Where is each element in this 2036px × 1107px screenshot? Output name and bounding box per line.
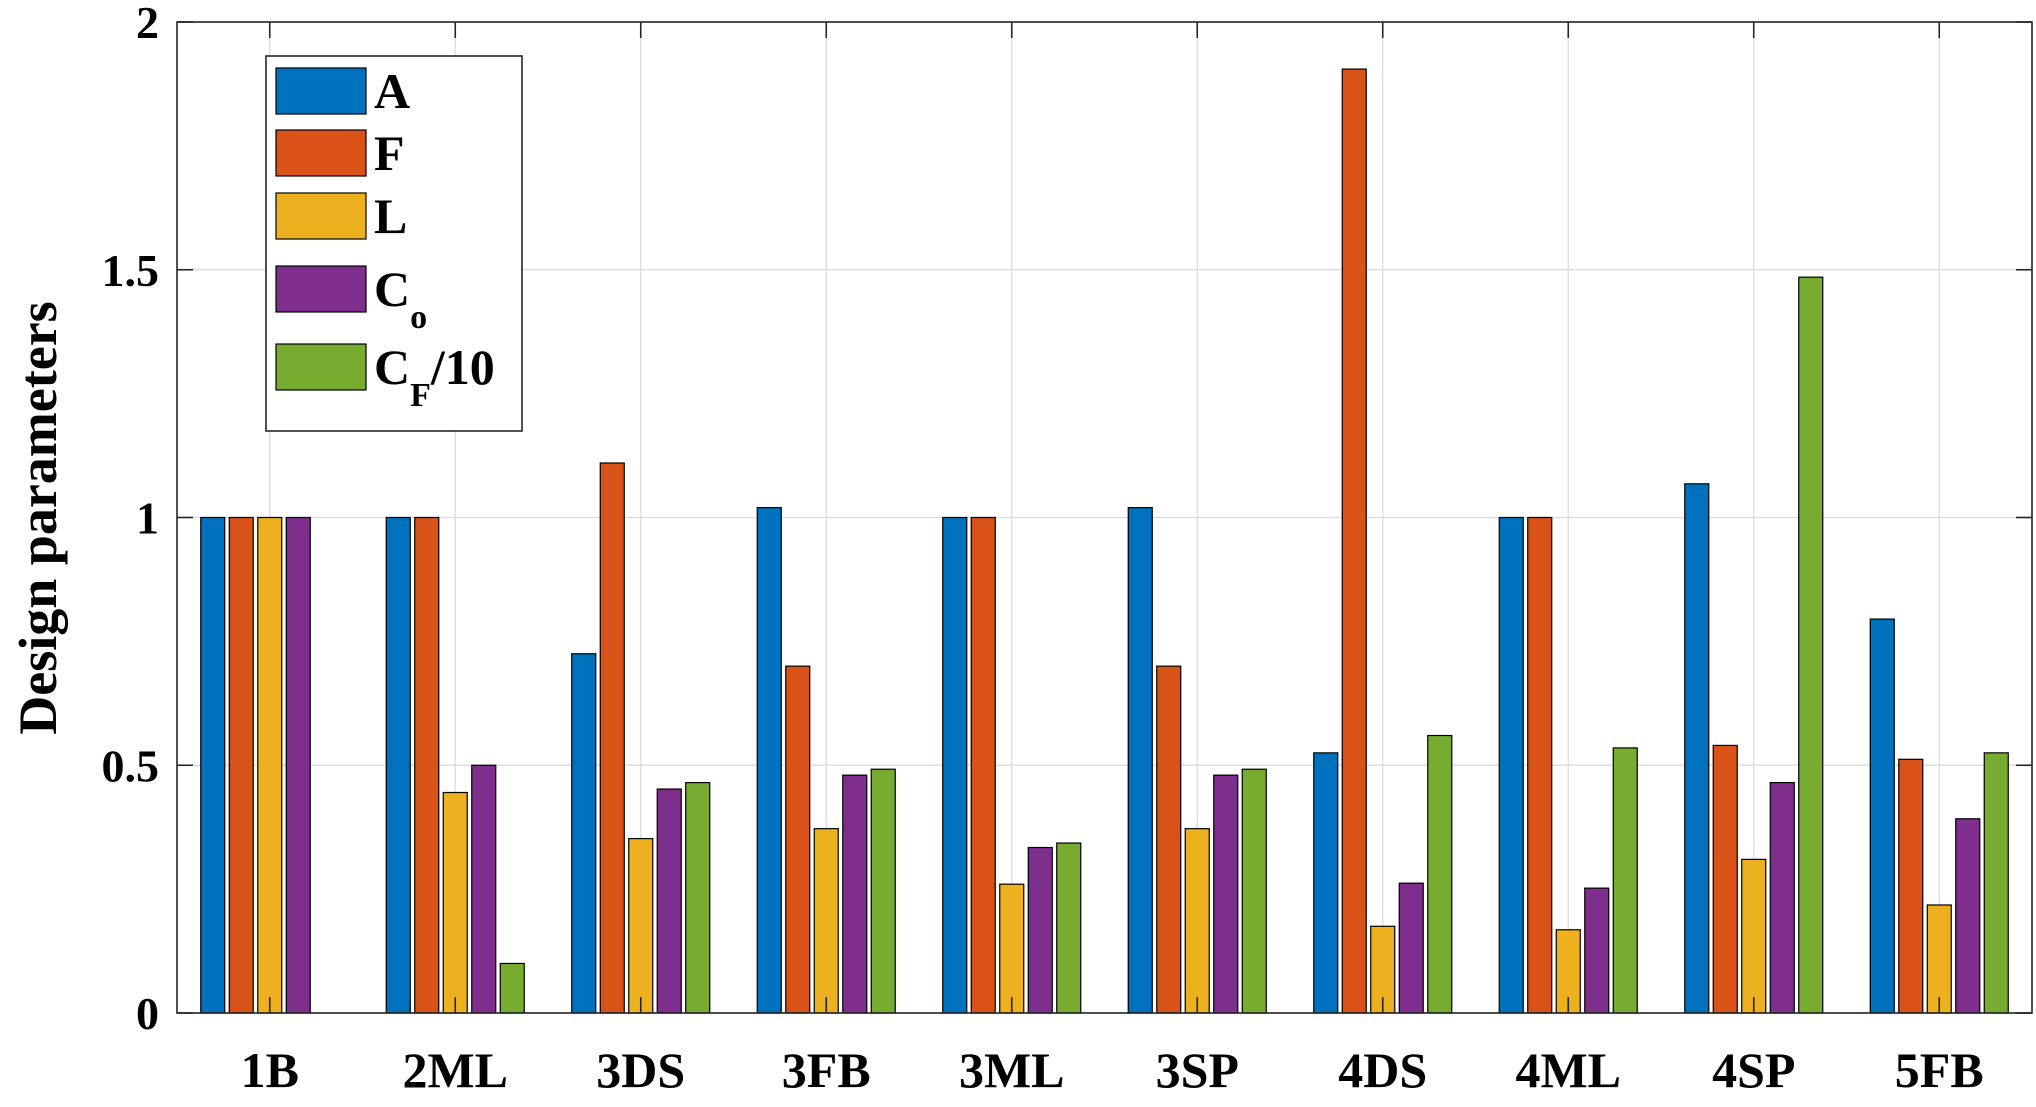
y-axis-ticks: 0 0.5 1 1.5 2 (102, 0, 2032, 1039)
y-tick-label: 1 (136, 493, 159, 544)
legend-swatch-cf-10 (275, 343, 367, 391)
bar-co-3sp (1213, 774, 1239, 1014)
bar-co-3fb (842, 774, 868, 1014)
legend-label-f: F (374, 125, 405, 181)
bar-f-4sp (1712, 744, 1738, 1014)
bar-l-3ml (999, 883, 1025, 1014)
bar-l-3fb (813, 828, 839, 1014)
bar-a-4ml (1498, 516, 1524, 1014)
bar-cf-10-4ds (1427, 734, 1453, 1014)
bar-cf-10-4ml (1612, 747, 1638, 1014)
bars (200, 68, 2009, 1014)
legend-label-l: L (374, 188, 407, 244)
y-tick-label: 1.5 (102, 245, 160, 296)
bar-a-4ds (1313, 752, 1339, 1014)
bar-f-4ml (1527, 516, 1553, 1014)
x-tick-label-4sp: 4SP (1712, 1042, 1795, 1098)
legend-swatch-f (275, 129, 367, 177)
x-tick-label-5fb: 5FB (1895, 1042, 1984, 1098)
bar-f-2ml (414, 516, 440, 1014)
bar-f-3fb (785, 665, 811, 1014)
bar-a-2ml (385, 516, 411, 1014)
x-tick-label-4ds: 4DS (1338, 1042, 1427, 1098)
bar-l-2ml (442, 791, 468, 1014)
bar-l-5fb (1926, 904, 1952, 1014)
x-tick-label-2ml: 2ML (402, 1042, 508, 1098)
bar-co-5fb (1955, 818, 1981, 1014)
bar-cf-10-3ml (1056, 842, 1082, 1014)
x-tick-label-3sp: 3SP (1156, 1042, 1239, 1098)
x-tick-label-1b: 1B (241, 1042, 299, 1098)
bar-cf-10-4sp (1798, 276, 1824, 1014)
bar-cf-10-5fb (1983, 752, 2009, 1014)
x-tick-label-3fb: 3FB (782, 1042, 871, 1098)
bar-a-3sp (1127, 506, 1153, 1014)
x-tick-label-3ds: 3DS (596, 1042, 685, 1098)
bar-a-3fb (756, 506, 782, 1014)
bar-co-2ml (471, 764, 497, 1014)
bar-l-4sp (1741, 858, 1767, 1014)
bar-cf-10-2ml (499, 962, 525, 1014)
bar-l-3sp (1184, 828, 1210, 1014)
bar-co-4sp (1769, 781, 1795, 1014)
bar-f-4ds (1341, 68, 1367, 1014)
bar-co-3ds (656, 788, 682, 1014)
bar-a-1b (200, 516, 226, 1014)
legend-label-co: Co (374, 261, 427, 336)
y-tick-label: 0.5 (102, 740, 160, 791)
bar-l-3ds (628, 837, 654, 1014)
legend-swatch-l (275, 192, 367, 240)
bar-a-3ds (571, 653, 597, 1014)
bar-a-4sp (1684, 483, 1710, 1014)
x-tick-label-4ml: 4ML (1515, 1042, 1621, 1098)
legend-label-a: A (374, 63, 410, 119)
bar-cf-10-3fb (870, 768, 896, 1014)
bar-co-3ml (1027, 846, 1053, 1014)
bar-f-5fb (1898, 758, 1924, 1014)
bar-cf-10-3sp (1241, 768, 1267, 1014)
bar-co-1b (285, 516, 311, 1014)
bar-co-4ds (1398, 882, 1424, 1014)
bar-f-3ds (599, 462, 625, 1014)
bar-a-3ml (942, 516, 968, 1014)
bar-co-4ml (1584, 887, 1610, 1014)
legend-swatch-a (275, 67, 367, 115)
legend-label-cf-10: CF/10 (374, 339, 495, 414)
legend-swatch-co (275, 265, 367, 313)
x-tick-label-3ml: 3ML (959, 1042, 1065, 1098)
bar-f-3ml (970, 516, 996, 1014)
y-tick-label: 0 (136, 988, 159, 1039)
y-tick-label: 2 (136, 0, 159, 48)
bar-cf-10-3ds (685, 781, 711, 1014)
y-axis-label: Design parameters (8, 301, 68, 734)
bar-f-1b (228, 516, 254, 1014)
bar-a-5fb (1869, 618, 1895, 1014)
x-axis-ticks: 1B 2ML 3DS 3FB 3ML 3SP 4DS 4ML 4SP 5FB (241, 22, 1984, 1098)
bar-f-3sp (1156, 665, 1182, 1014)
bar-l-1b (257, 516, 283, 1014)
